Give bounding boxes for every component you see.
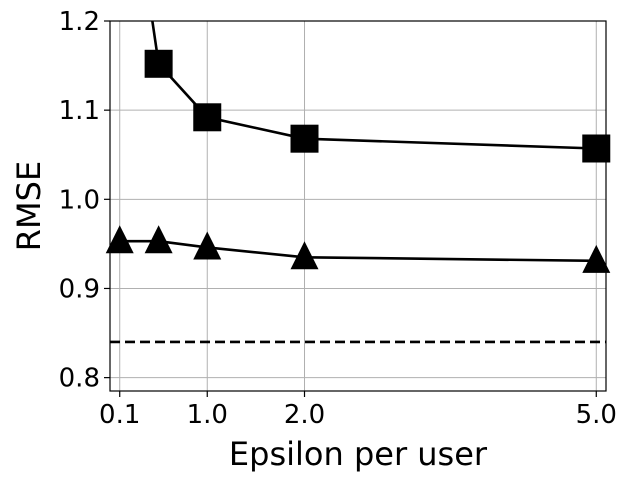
square-marker (144, 49, 173, 78)
x-tick-label: 5.0 (576, 400, 617, 430)
y-tick-label: 0.8 (59, 364, 100, 394)
triangle-marker (144, 225, 173, 254)
triangle-marker (582, 244, 611, 273)
triangle-marker (193, 231, 222, 260)
y-tick-label: 0.9 (59, 274, 100, 304)
series-lines (119, 21, 597, 263)
series-square-line (151, 21, 597, 150)
triangle-marker (290, 241, 319, 270)
x-tick-label: 0.1 (99, 400, 140, 430)
x-axis-label: Epsilon per user (229, 435, 488, 473)
y-tick-label: 1.1 (59, 96, 100, 126)
grid (110, 20, 606, 391)
series-triangle-line (119, 239, 597, 263)
plot-frame (109, 20, 607, 392)
y-tick-label: 1.2 (59, 7, 100, 37)
x-tick-label: 1.0 (187, 400, 228, 430)
y-tick-label: 1.0 (59, 185, 100, 215)
y-axis-label: RMSE (10, 161, 48, 251)
triangle-marker (105, 225, 134, 254)
square-marker (290, 124, 319, 153)
series-markers (105, 49, 611, 273)
x-tick-label: 2.0 (284, 400, 325, 430)
square-marker (193, 103, 222, 132)
axis-ticks: 0.1 1.0 2.0 5.0 0.8 0.9 1.0 1.1 1.2 (59, 7, 617, 430)
